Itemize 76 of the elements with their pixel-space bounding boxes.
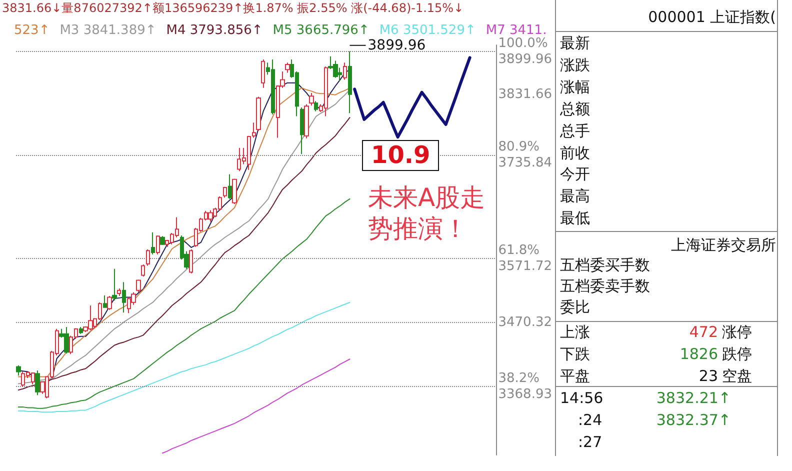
y-tick-label: 3470.32	[498, 314, 552, 330]
y-tick-label: 61.8% 3571.72	[498, 242, 552, 274]
text: 最低	[560, 209, 590, 228]
candlestick	[146, 248, 150, 266]
text: 总手	[560, 122, 590, 141]
candlestick	[160, 236, 165, 246]
chart-subtitle: 3831.66↓量876027392↑额136596239↑换1.87% 振2.55% 涨(-44.68)-1.15%↓	[2, 1, 464, 15]
y-tick-label: 3831.66	[498, 86, 552, 102]
candlestick	[79, 326, 83, 334]
candlestick	[228, 174, 232, 200]
candlestick	[107, 296, 112, 310]
text: 523↑	[14, 23, 50, 38]
candlestick	[112, 268, 117, 301]
line-series	[18, 198, 350, 409]
y-tick-label: 100.0% 3899.96	[498, 36, 552, 67]
text: 3832.37↑	[656, 411, 731, 429]
candlestick	[304, 104, 309, 139]
text: M7 3411.	[486, 23, 547, 38]
text: 涨停	[722, 323, 752, 342]
text: 472	[689, 323, 718, 341]
candlestick	[103, 294, 107, 308]
candlestick	[285, 62, 290, 74]
text: 14:56	[560, 389, 604, 407]
annotation: 3899.96	[368, 37, 426, 54]
candlestick	[314, 100, 318, 112]
candlestick	[300, 106, 304, 155]
text: 五档委买手数	[560, 256, 650, 275]
text: M5 3665.796↑	[272, 23, 370, 38]
text: 跌停	[722, 345, 752, 364]
candlestick	[16, 364, 21, 376]
text: M6 3501.529↑	[379, 23, 476, 38]
text: 总额	[560, 100, 590, 119]
text: 000001 上证指数(	[648, 8, 776, 27]
text: 委比	[560, 298, 590, 317]
line-series	[18, 302, 350, 413]
candlestick	[151, 232, 155, 255]
text: 五档委卖手数	[560, 277, 650, 296]
candlestick	[261, 59, 265, 88]
text: M4 3793.856↑	[166, 23, 263, 38]
candlestick	[348, 50, 352, 114]
text: 下跌	[560, 345, 590, 364]
text: 1826	[680, 345, 718, 363]
candlestick	[189, 248, 193, 274]
candlestick	[156, 234, 160, 255]
candlestick	[35, 370, 40, 396]
text: 平盘	[560, 367, 590, 386]
text: 上涨	[560, 323, 590, 342]
candlestick	[309, 92, 314, 106]
text: 今开	[560, 165, 590, 184]
text: M3 3841.389↑	[60, 23, 156, 38]
text: :24	[578, 411, 602, 429]
candlestick	[223, 186, 227, 198]
text: 上海证券交易所	[671, 236, 776, 255]
text: 23	[698, 367, 718, 385]
text: 涨幅	[560, 78, 590, 97]
text: 最新	[560, 34, 590, 53]
text: 空盘	[722, 367, 752, 386]
text: 前收	[560, 144, 590, 163]
candlestick	[208, 210, 213, 222]
text: 最高	[560, 187, 590, 206]
text: 3832.21↑	[656, 389, 731, 407]
candlestick	[256, 96, 261, 132]
text: :27	[578, 433, 602, 451]
line-series	[162, 358, 350, 454]
line-series	[353, 56, 472, 139]
candlestick	[136, 279, 141, 293]
y-tick-label: 38.2% 3368.93	[498, 370, 552, 402]
annotation: 未来A股走势推演！	[368, 182, 486, 244]
candlestick	[343, 62, 347, 80]
candlestick	[232, 178, 237, 204]
annotation: 10.9	[362, 140, 440, 171]
candlestick	[117, 288, 121, 297]
candlestick	[122, 282, 126, 313]
y-tick-label: 80.9% 3735.84	[498, 139, 552, 170]
text: 涨跌	[560, 56, 590, 75]
candlestick	[141, 264, 145, 277]
